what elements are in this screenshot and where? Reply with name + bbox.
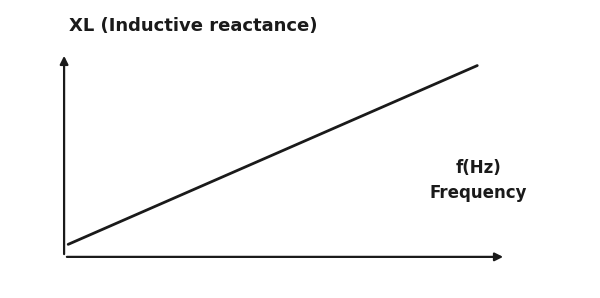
Text: XL (Inductive reactance): XL (Inductive reactance) [69,17,317,35]
Text: f(Hz)
Frequency: f(Hz) Frequency [430,159,527,202]
